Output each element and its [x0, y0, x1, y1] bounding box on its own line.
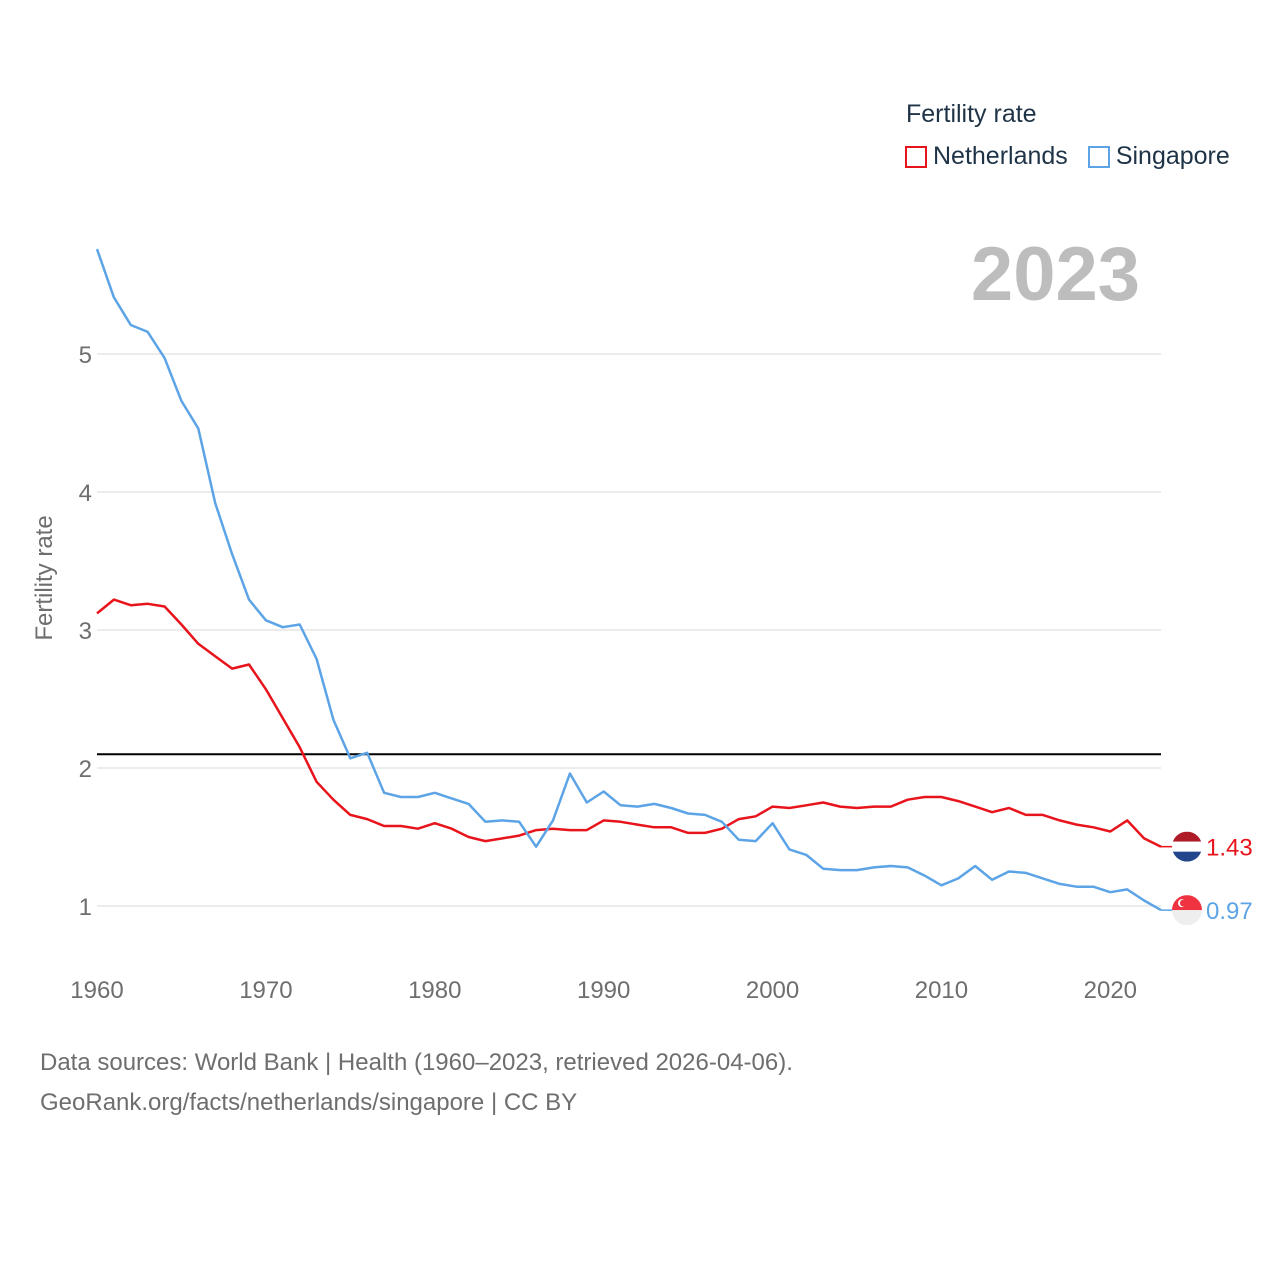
footer: Data sources: World Bank | Health (1960–…: [40, 1043, 793, 1123]
x-tick-label: 2010: [915, 977, 968, 1004]
netherlands-flag-icon: [1172, 831, 1202, 862]
legend-swatch-singapore: [1087, 145, 1110, 168]
legend-title: Fertility rate: [906, 100, 1037, 128]
singapore-flag-icon: [1172, 895, 1202, 926]
y-tick-label: 5: [79, 342, 92, 369]
y-tick-labels: 1 2 3 4 5: [79, 342, 92, 921]
end-markers: 1.43 0.97: [1161, 831, 1253, 926]
end-value-singapore: 0.97: [1206, 898, 1253, 925]
y-tick-label: 4: [79, 480, 92, 507]
x-tick-label: 1960: [70, 977, 123, 1004]
year-display: 2023: [971, 232, 1140, 317]
y-tick-label: 2: [79, 756, 92, 783]
footer-sources: Data sources: World Bank | Health (1960–…: [40, 1049, 793, 1076]
x-tick-label: 1980: [408, 977, 461, 1004]
y-axis-label: Fertility rate: [31, 515, 58, 640]
legend-swatch-netherlands: [905, 145, 927, 168]
series-lines: [95, 248, 1162, 912]
series-line-singapore[interactable]: [95, 248, 1162, 912]
y-tick-label: 1: [79, 894, 92, 921]
end-value-netherlands: 1.43: [1206, 835, 1253, 862]
series-line-netherlands[interactable]: [96, 598, 1162, 848]
x-tick-label: 2020: [1084, 977, 1137, 1004]
x-tick-label: 1970: [239, 977, 292, 1004]
legend-item-netherlands[interactable]: Netherlands: [905, 142, 1068, 171]
x-tick-label: 1990: [577, 977, 630, 1004]
legend: Netherlands Singapore: [905, 142, 1230, 171]
gridlines: [97, 353, 1161, 907]
legend-item-singapore[interactable]: Singapore: [1087, 142, 1230, 171]
x-tick-label: 2000: [746, 977, 799, 1004]
x-tick-labels: 1960 1970 1980 1990 2000 2010 2020: [70, 977, 1137, 1004]
footer-link[interactable]: GeoRank.org/facts/netherlands/singapore …: [40, 1089, 578, 1116]
y-tick-label: 3: [79, 618, 92, 645]
legend-label-singapore: Singapore: [1115, 142, 1230, 170]
legend-label-netherlands: Netherlands: [933, 142, 1068, 170]
